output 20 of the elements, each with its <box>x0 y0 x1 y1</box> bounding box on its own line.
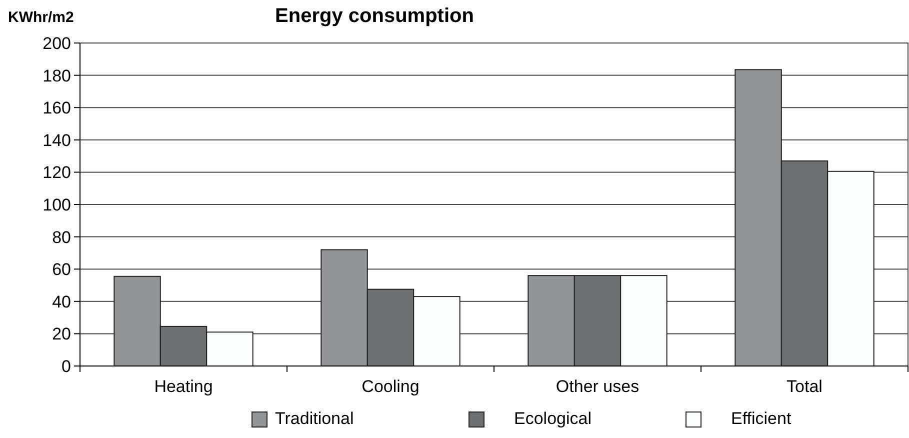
y-tick-label: 160 <box>42 98 71 118</box>
y-tick-label: 100 <box>42 195 71 214</box>
y-tick-label: 0 <box>62 356 71 376</box>
y-tick-label: 120 <box>42 163 71 182</box>
x-tick-label: Other uses <box>556 377 640 396</box>
y-tick-label: 20 <box>52 324 71 344</box>
legend-label: Ecological <box>514 409 592 428</box>
y-tick-label: 40 <box>52 292 71 312</box>
y-tick-label: 80 <box>52 228 71 247</box>
x-tick-label: Total <box>786 377 822 396</box>
x-tick-label: Heating <box>154 377 213 396</box>
y-axis-title: KWhr/m2 <box>8 9 74 26</box>
legend-label: Traditional <box>275 409 354 428</box>
legend-label: Efficient <box>731 409 792 428</box>
y-tick-label: 60 <box>52 260 71 280</box>
y-tick-label: 200 <box>42 34 71 53</box>
y-tick-label: 180 <box>42 66 71 86</box>
x-tick-label: Cooling <box>362 377 420 396</box>
chart-title: Energy consumption <box>275 5 474 27</box>
y-tick-label: 140 <box>42 130 71 150</box>
